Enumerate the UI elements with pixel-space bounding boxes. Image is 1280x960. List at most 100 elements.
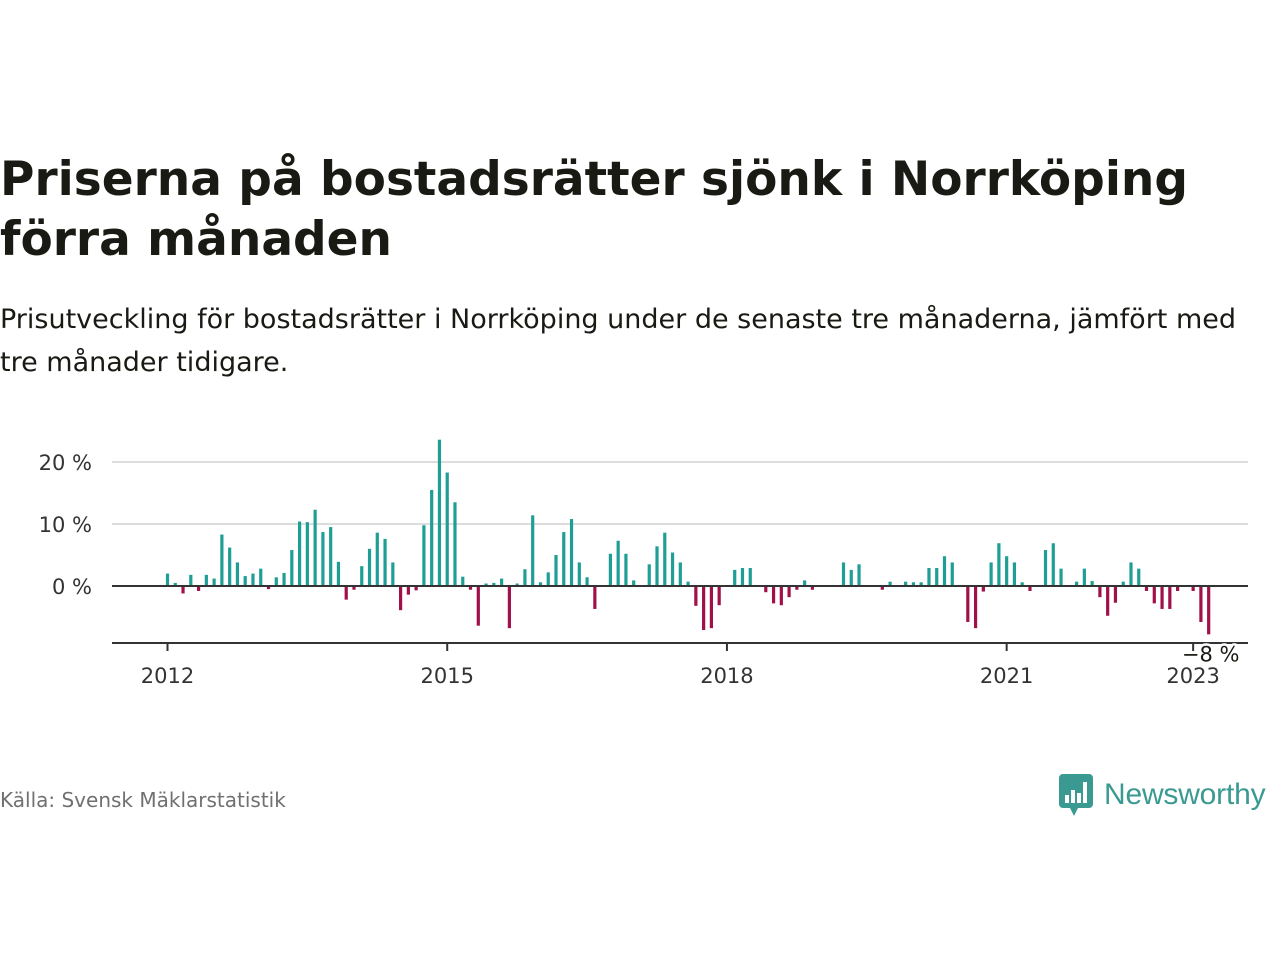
bar-95 — [904, 581, 908, 586]
bar-80 — [787, 586, 791, 598]
bar-97 — [919, 582, 923, 586]
bar-51 — [562, 532, 566, 586]
chart-subtitle: Prisutveckling för bostadsrätter i Norrk… — [0, 304, 1237, 378]
bar-10 — [243, 576, 247, 586]
bar-87 — [841, 562, 846, 586]
bar-15 — [282, 572, 286, 586]
bar-62 — [647, 564, 651, 586]
bar-25 — [360, 566, 364, 586]
bar-77 — [764, 586, 768, 593]
bar-120 — [1098, 586, 1102, 598]
bar-33 — [422, 525, 426, 586]
bar-110 — [1020, 582, 1024, 586]
bar-134 — [1207, 586, 1211, 635]
bar-93 — [888, 581, 892, 586]
bar-98 — [927, 568, 931, 586]
bar-21 — [329, 527, 333, 586]
bar-69 — [702, 586, 706, 631]
bar-23 — [344, 586, 348, 600]
bar-54 — [585, 577, 589, 586]
bar-79 — [779, 586, 783, 606]
bar-39 — [468, 586, 473, 590]
bar-41 — [484, 583, 488, 586]
bar-50 — [554, 555, 558, 586]
bar-132 — [1191, 586, 1195, 591]
bar-101 — [950, 562, 954, 586]
bar-126 — [1144, 586, 1149, 591]
bar-37 — [453, 502, 457, 586]
bar-45 — [515, 583, 519, 586]
bar-124 — [1129, 562, 1133, 586]
end-value-label: −8 % — [1182, 642, 1240, 666]
bar-5 — [204, 574, 208, 586]
bar-92 — [880, 586, 884, 590]
bar-4 — [196, 586, 201, 591]
bar-117 — [1074, 581, 1079, 586]
bar-96 — [911, 582, 916, 586]
y-tick-label: 0 % — [52, 575, 92, 599]
bar-40 — [476, 586, 480, 626]
bar-99 — [935, 568, 939, 586]
bar-58 — [616, 540, 620, 586]
bar-63 — [655, 546, 659, 586]
bar-16 — [290, 550, 294, 586]
source-note: Källa: Svensk Mäklarstatistik — [0, 788, 286, 812]
bar-49 — [546, 572, 550, 586]
bar-89 — [857, 564, 861, 586]
chart-title: Priserna på bostadsrätter sjönk i Norrkö… — [0, 152, 1189, 267]
x-tick-label: 2015 — [420, 664, 473, 688]
bar-128 — [1160, 586, 1164, 609]
bar-27 — [375, 532, 379, 586]
bar-108 — [1005, 556, 1009, 586]
bar-127 — [1152, 586, 1156, 604]
bar-13 — [266, 586, 271, 590]
bar-118 — [1082, 568, 1086, 586]
bar-123 — [1121, 581, 1125, 586]
bar-106 — [989, 562, 993, 586]
bar-113 — [1043, 550, 1048, 586]
x-tick-label: 2021 — [980, 664, 1033, 688]
bar-55 — [593, 586, 597, 609]
bar-114 — [1051, 543, 1055, 586]
bar-48 — [538, 582, 543, 586]
bar-70 — [709, 586, 713, 629]
bar-68 — [694, 586, 698, 606]
bar-65 — [670, 552, 675, 586]
y-tick-label: 10 % — [39, 513, 92, 537]
bar-42 — [492, 582, 496, 586]
newsworthy-logo[interactable]: Newsworthy — [1058, 772, 1266, 818]
bar-107 — [997, 543, 1001, 586]
bar-119 — [1090, 581, 1094, 586]
bar-7 — [220, 534, 224, 586]
bar-32 — [414, 586, 418, 591]
bar-18 — [305, 522, 309, 586]
bar-133 — [1199, 586, 1203, 622]
bar-35 — [437, 439, 442, 586]
bar-82 — [803, 580, 807, 586]
bar-83 — [810, 586, 815, 590]
bar-75 — [748, 568, 752, 586]
bar-29 — [391, 562, 395, 586]
axes: 2012 2015 2018 2021 2023−8 %−8 % — [112, 585, 1248, 688]
bar-115 — [1059, 568, 1063, 586]
bar-8 — [228, 547, 232, 586]
bar-57 — [608, 553, 612, 586]
bar-12 — [259, 568, 263, 586]
bar-71 — [717, 586, 721, 606]
bar-81 — [795, 586, 799, 590]
x-tick-label: 2012 — [141, 664, 194, 688]
bar-104 — [973, 586, 978, 629]
bar-130 — [1176, 586, 1180, 591]
bar-52 — [569, 519, 574, 586]
bar-3 — [189, 574, 193, 586]
bar-73 — [733, 569, 737, 586]
brand-name: Newsworthy — [1104, 778, 1266, 811]
bar-53 — [577, 562, 581, 586]
bar-20 — [321, 532, 325, 586]
bar-17 — [297, 521, 302, 586]
bar-44 — [507, 586, 511, 629]
bar-60 — [632, 580, 636, 586]
bar-67 — [686, 581, 690, 586]
bar-88 — [849, 569, 853, 586]
bar-34 — [430, 489, 434, 586]
